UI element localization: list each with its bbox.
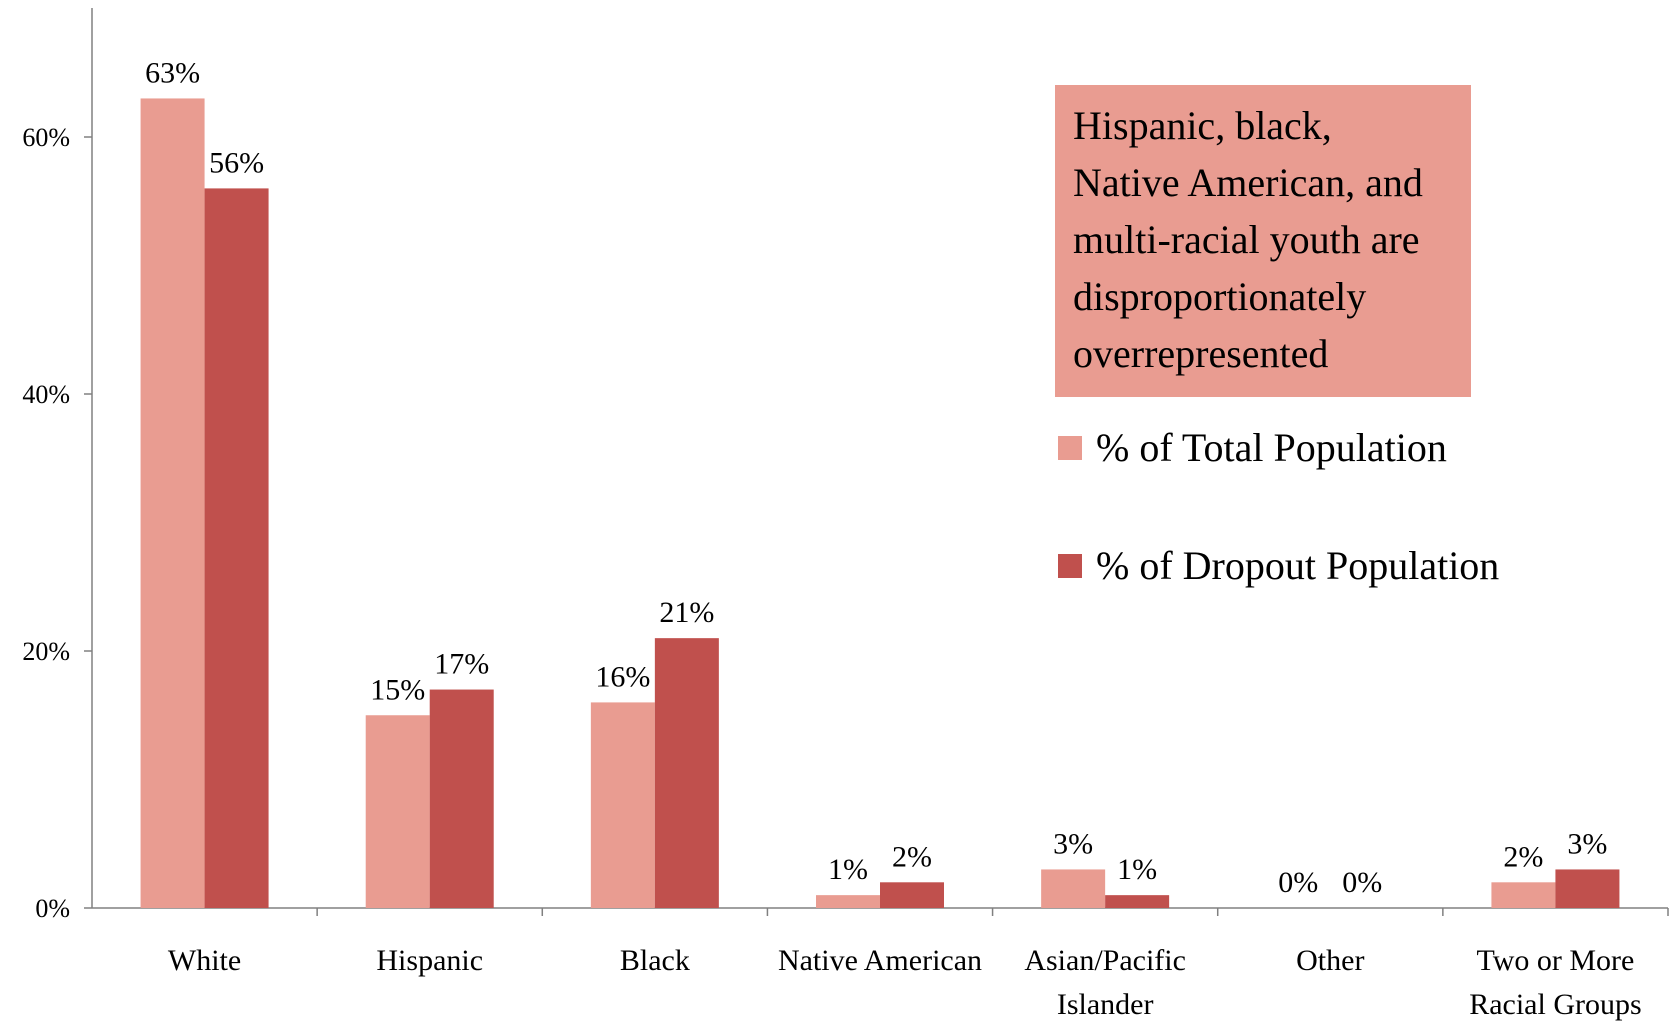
bar [590, 702, 655, 908]
bar [429, 689, 494, 908]
x-tick-label: Native American [778, 944, 982, 977]
data-label: 2% [1503, 840, 1543, 873]
annotation-line: overrepresented [1073, 331, 1329, 376]
data-label: 1% [828, 853, 868, 886]
bar [1041, 869, 1106, 908]
data-label: 56% [209, 146, 264, 179]
data-label: 3% [1567, 827, 1607, 860]
bar [1105, 895, 1170, 908]
bar [140, 98, 205, 908]
data-label: 1% [1117, 853, 1157, 886]
legend-swatch-total-population [1058, 435, 1082, 460]
legend-item-total-population: % of Total Population [1058, 424, 1447, 471]
y-tick-label: 0% [35, 894, 70, 923]
x-tick-label: White [168, 944, 241, 977]
legend-swatch-dropout-population [1058, 553, 1082, 578]
x-tick-label: Hispanic [376, 944, 483, 977]
bar [654, 638, 719, 908]
data-label: 17% [434, 648, 489, 681]
annotation-callout: Hispanic, black, Native American, and mu… [1055, 85, 1471, 397]
y-tick-label: 20% [22, 637, 70, 666]
x-tick-label: Islander [1057, 988, 1154, 1021]
y-tick-label: 40% [22, 380, 70, 409]
legend-label: % of Total Population [1096, 425, 1447, 470]
bar [204, 188, 269, 908]
x-tick-label: Two or More [1476, 944, 1634, 977]
annotation-line: disproportionately [1073, 274, 1367, 319]
x-tick-label: Black [620, 944, 690, 977]
data-label: 15% [370, 673, 425, 706]
data-label: 21% [659, 596, 714, 629]
data-label: 2% [892, 840, 932, 873]
annotation-line: multi-racial youth are [1073, 217, 1420, 262]
bar [816, 895, 880, 908]
x-tick-label: Other [1296, 944, 1364, 977]
data-label: 0% [1342, 866, 1382, 899]
bar [1555, 869, 1620, 908]
data-label: 0% [1278, 866, 1318, 899]
data-label: 16% [595, 660, 650, 693]
data-label: 63% [145, 56, 200, 89]
bar [1491, 882, 1556, 908]
x-tick-label: Racial Groups [1469, 988, 1641, 1021]
legend-label: % of Dropout Population [1096, 543, 1500, 588]
data-label: 3% [1053, 827, 1093, 860]
annotation-line: Hispanic, black, [1073, 103, 1332, 148]
annotation-line: Native American, and [1073, 160, 1423, 205]
legend-item-dropout-population: % of Dropout Population [1058, 542, 1499, 589]
y-tick-label: 60% [22, 123, 70, 152]
bar [880, 882, 944, 908]
x-tick-label: Asian/Pacific [1024, 944, 1186, 977]
bar [365, 715, 430, 908]
